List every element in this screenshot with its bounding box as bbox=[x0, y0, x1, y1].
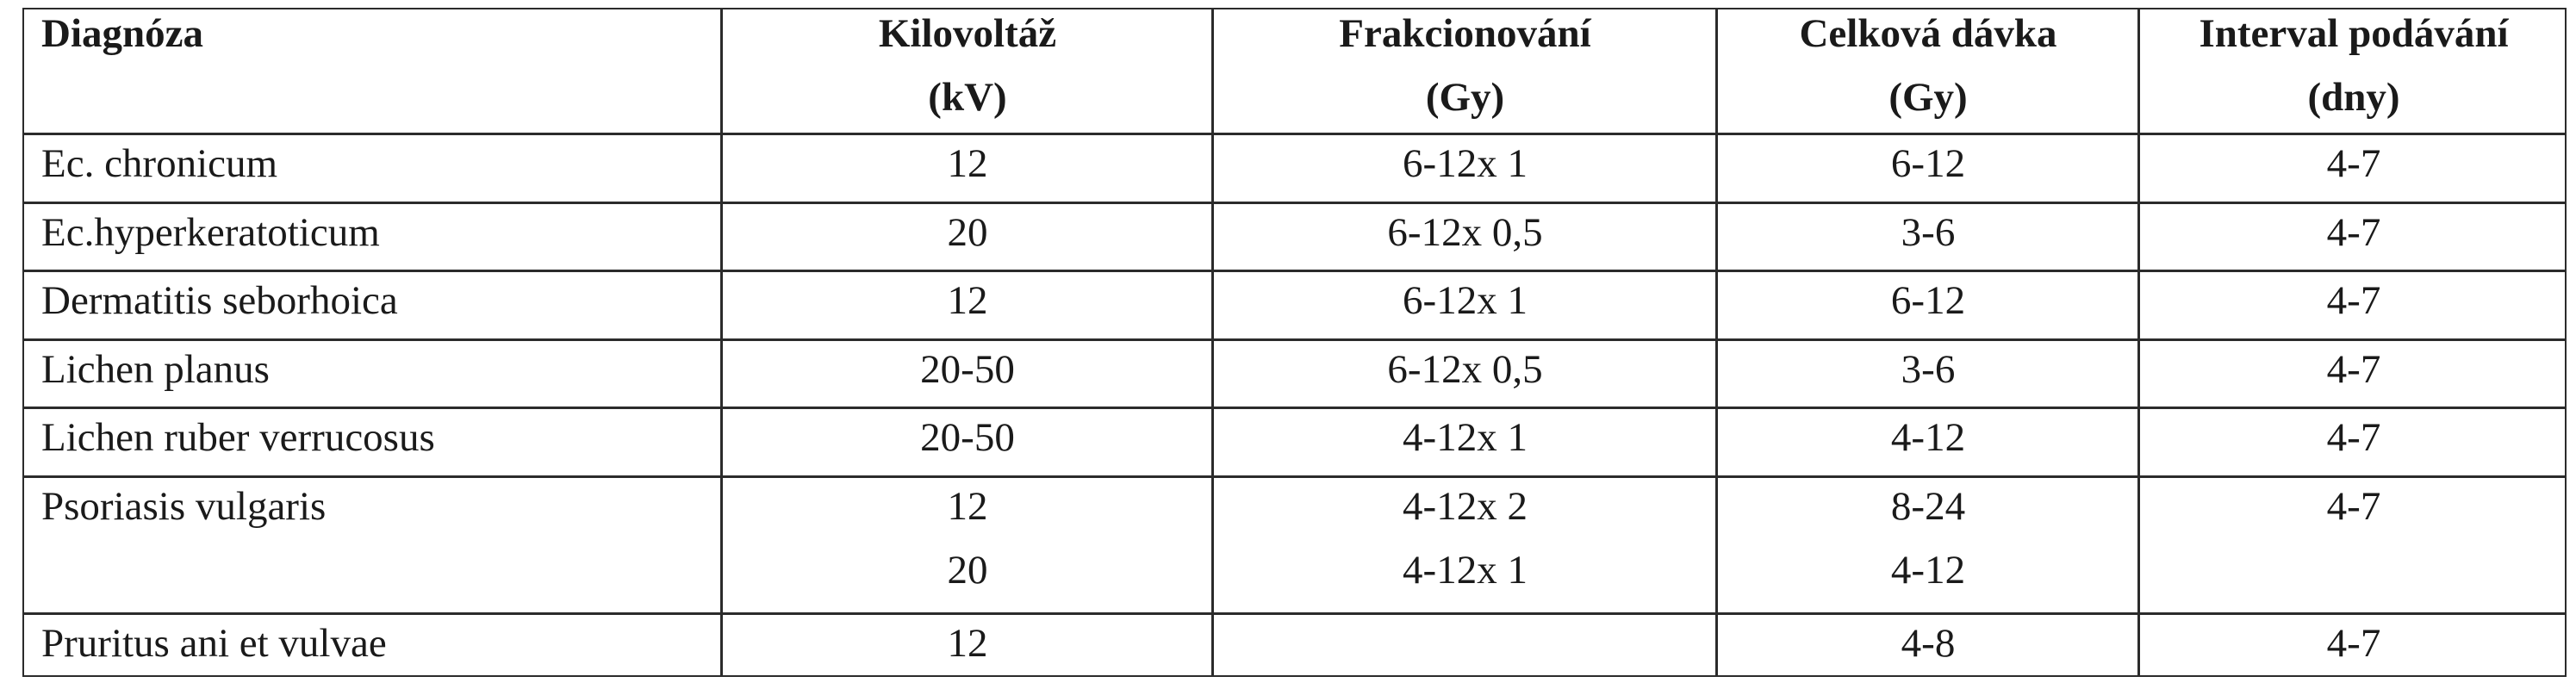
interval-cell: 4-7 bbox=[2326, 415, 2381, 460]
total-dose-cell: 3-6 bbox=[1901, 347, 1956, 392]
fractionation-cell: 6-12x 1 bbox=[1403, 141, 1528, 186]
row-divider bbox=[24, 133, 2565, 135]
kilovoltage-cell: 12 bbox=[947, 484, 988, 529]
diagnosis-cell: Lichen ruber verrucosus bbox=[41, 415, 435, 460]
kilovoltage-cell: 20-50 bbox=[920, 415, 1015, 460]
interval-cell: 4-7 bbox=[2326, 210, 2381, 255]
total-dose-cell: 4-12 bbox=[1890, 415, 1966, 460]
diagnosis-cell: Ec. chronicum bbox=[41, 141, 278, 186]
header-cell: Celková dávka bbox=[1799, 11, 2057, 56]
diagnosis-cell: Dermatitis seborhoica bbox=[41, 278, 398, 323]
diagnosis-cell: Psoriasis vulgaris bbox=[41, 484, 327, 529]
header-cell: Diagnóza bbox=[41, 11, 203, 56]
kilovoltage-cell: 12 bbox=[947, 278, 988, 323]
header-cell: Kilovoltáž bbox=[878, 11, 1057, 56]
diagnosis-cell: Pruritus ani et vulvae bbox=[41, 621, 387, 666]
fractionation-cell: 4-12x 1 bbox=[1403, 548, 1528, 593]
fractionation-cell: 4-12x 2 bbox=[1403, 484, 1528, 529]
kilovoltage-cell: 12 bbox=[947, 621, 988, 666]
header-cell: Frakcionování bbox=[1339, 11, 1591, 56]
interval-cell: 4-7 bbox=[2326, 484, 2381, 529]
total-dose-cell: 6-12 bbox=[1890, 141, 1966, 186]
fractionation-cell: 6-12x 0,5 bbox=[1387, 210, 1543, 255]
total-dose-cell: 8-24 bbox=[1890, 484, 1966, 529]
kilovoltage-cell: 20-50 bbox=[920, 347, 1015, 392]
diagnosis-cell: Ec.hyperkeratoticum bbox=[41, 210, 380, 255]
interval-cell: 4-7 bbox=[2326, 278, 2381, 323]
header-cell-unit: (Gy) bbox=[1425, 75, 1505, 120]
header-cell-unit: (dny) bbox=[2307, 75, 2400, 120]
total-dose-cell: 3-6 bbox=[1901, 210, 1956, 255]
interval-cell: 4-7 bbox=[2326, 347, 2381, 392]
row-divider bbox=[24, 270, 2565, 272]
total-dose-cell: 4-8 bbox=[1901, 621, 1956, 666]
row-divider bbox=[24, 407, 2565, 409]
header-cell-unit: (Gy) bbox=[1888, 75, 1968, 120]
total-dose-cell: 6-12 bbox=[1890, 278, 1966, 323]
total-dose-cell: 4-12 bbox=[1890, 548, 1966, 593]
row-divider bbox=[24, 612, 2565, 615]
dosage-table: Diagnóza Kilovoltáž (kV) Frakcionování (Gy) C… bbox=[22, 8, 2567, 677]
kilovoltage-cell: 20 bbox=[947, 210, 988, 255]
row-divider bbox=[24, 338, 2565, 341]
row-divider bbox=[24, 202, 2565, 204]
fractionation-cell: 6-12x 1 bbox=[1403, 278, 1528, 323]
diagnosis-cell: Lichen planus bbox=[41, 347, 270, 392]
fractionation-cell: 4-12x 1 bbox=[1403, 415, 1528, 460]
kilovoltage-cell: 20 bbox=[947, 548, 988, 593]
header-cell-unit: (kV) bbox=[928, 75, 1007, 120]
interval-cell: 4-7 bbox=[2326, 141, 2381, 186]
interval-cell: 4-7 bbox=[2326, 621, 2381, 666]
kilovoltage-cell: 12 bbox=[947, 141, 988, 186]
fractionation-cell: 6-12x 0,5 bbox=[1387, 347, 1543, 392]
header-cell: Interval podávání bbox=[2199, 11, 2509, 56]
row-divider bbox=[24, 475, 2565, 478]
